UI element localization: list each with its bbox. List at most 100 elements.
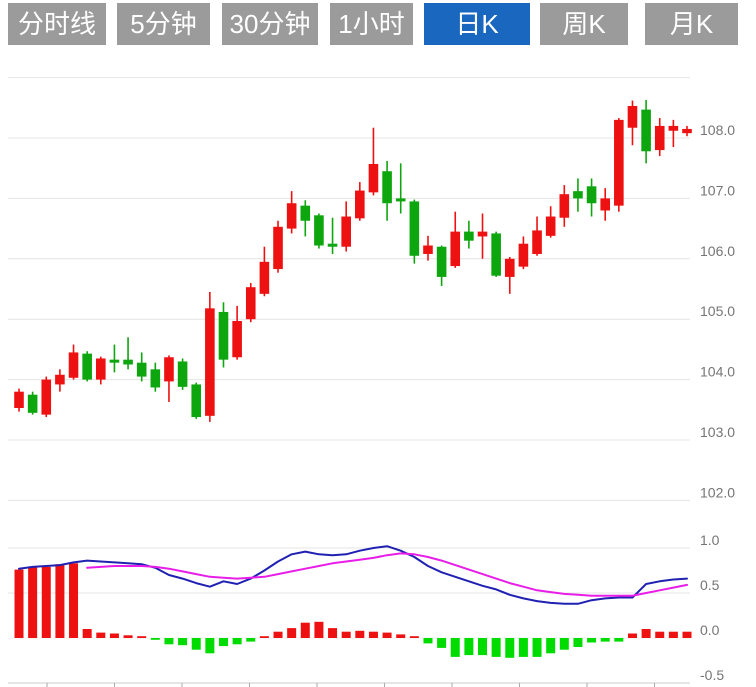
candle-body xyxy=(382,171,392,204)
price-axis-label: 106.0 xyxy=(700,243,735,259)
candle-body xyxy=(573,191,583,199)
macd-histogram-bar xyxy=(150,638,160,640)
candle-body xyxy=(327,243,338,247)
macd-histogram-bar xyxy=(655,631,665,638)
candle-body xyxy=(477,231,488,237)
macd-chart[interactable]: 1.0 0.5 0.0 -0.5 xyxy=(8,532,724,687)
macd-histogram-bar xyxy=(450,638,460,657)
macd-axis-label: 1.0 xyxy=(700,532,720,548)
candle-body xyxy=(341,216,351,247)
macd-histogram-bar xyxy=(423,638,433,644)
macd-histogram-bar xyxy=(287,628,297,638)
candle-body xyxy=(668,125,679,131)
macd-histogram-bar xyxy=(300,622,310,638)
dif-line xyxy=(18,545,688,605)
candle-body xyxy=(300,205,311,221)
macd-histogram-bar xyxy=(28,566,38,638)
macd-histogram-bar xyxy=(164,638,174,645)
macd-histogram-bar xyxy=(341,631,351,638)
macd-histogram-bar xyxy=(96,632,106,638)
candle-body xyxy=(136,362,147,377)
price-axis-label: 102.0 xyxy=(700,484,735,500)
candle-body xyxy=(682,128,692,134)
price-axis-label: 107.0 xyxy=(700,182,735,198)
macd-histogram-bar xyxy=(518,638,528,657)
period-tab-bar: 分时线 5分钟 30分钟 1小时 日K 周K 月K xyxy=(0,0,756,50)
macd-histogram-bar xyxy=(259,636,269,638)
macd-histogram-bar xyxy=(437,638,447,648)
candle-body xyxy=(273,226,283,270)
macd-histogram-bar xyxy=(600,638,610,642)
candle-body xyxy=(205,308,215,416)
macd-histogram-bar xyxy=(382,632,392,638)
candle-body xyxy=(286,203,297,229)
macd-histogram-bar xyxy=(82,629,92,638)
candle-body xyxy=(423,245,433,254)
macd-histogram-bar xyxy=(218,638,228,647)
macd-histogram-bar xyxy=(546,638,556,654)
candle-body xyxy=(150,369,161,388)
tab-分时线[interactable]: 分时线 xyxy=(8,3,106,45)
candle-body xyxy=(627,105,638,128)
price-axis-label: 103.0 xyxy=(700,424,735,440)
macd-histogram-bar xyxy=(478,638,488,656)
macd-histogram-bar xyxy=(532,638,542,657)
macd-histogram-bar xyxy=(368,631,378,638)
price-axis-label: 108.0 xyxy=(700,122,735,138)
macd-histogram-bar xyxy=(627,633,637,638)
candle-body xyxy=(518,243,529,267)
macd-histogram-bar xyxy=(314,621,324,638)
tab-周K[interactable]: 周K xyxy=(540,3,628,45)
macd-histogram-bar xyxy=(641,629,651,638)
candle-body xyxy=(491,233,501,276)
candle-body xyxy=(82,353,92,380)
candle-body xyxy=(654,125,665,151)
macd-histogram-bar xyxy=(409,636,419,638)
macd-histogram-bar xyxy=(273,631,283,638)
tab-月K[interactable]: 月K xyxy=(645,3,738,45)
candle-body xyxy=(586,186,597,204)
candle-body xyxy=(55,374,65,385)
candle-body xyxy=(109,359,120,363)
macd-histogram-bar xyxy=(41,566,51,638)
candle-body xyxy=(27,394,38,413)
macd-histogram-bar xyxy=(396,634,406,638)
price-axis-label: 105.0 xyxy=(700,303,735,319)
macd-histogram-bar xyxy=(137,636,147,638)
macd-histogram-bar xyxy=(614,638,624,642)
macd-histogram-bar xyxy=(232,638,242,645)
macd-histogram-bar xyxy=(464,638,474,656)
macd-axis-label: 0.0 xyxy=(700,622,720,638)
candle-body xyxy=(232,321,242,358)
candle-body xyxy=(123,359,133,365)
candle-body xyxy=(177,361,188,387)
candle-body xyxy=(395,198,406,202)
candle-body xyxy=(191,384,202,418)
candle-body xyxy=(164,357,174,382)
candle-body xyxy=(545,216,556,236)
macd-histogram-bar xyxy=(178,638,188,646)
candle-body xyxy=(368,163,379,193)
candle-body xyxy=(559,194,570,218)
candle-body xyxy=(436,246,447,277)
candle-body xyxy=(464,231,474,241)
price-chart[interactable]: 108.0 107.0 106.0 105.0 104.0 103.0 102.0 xyxy=(8,77,735,501)
candle-body xyxy=(355,190,365,219)
candle-body xyxy=(314,215,324,246)
macd-histogram-bar xyxy=(505,638,515,658)
candle-body xyxy=(614,119,624,206)
tab-30分钟[interactable]: 30分钟 xyxy=(222,3,318,45)
macd-histogram-bar xyxy=(14,569,24,638)
tab-1小时[interactable]: 1小时 xyxy=(330,3,413,45)
tab-日K[interactable]: 日K xyxy=(424,3,530,45)
price-axis-label: 104.0 xyxy=(700,364,735,380)
dea-line xyxy=(86,552,688,597)
candle-body xyxy=(259,261,270,294)
macd-histogram-bar xyxy=(587,638,597,643)
macd-histogram-bar xyxy=(559,638,569,650)
macd-histogram-bar xyxy=(668,631,678,638)
tab-5分钟[interactable]: 5分钟 xyxy=(117,3,210,45)
macd-histogram-bar xyxy=(205,638,215,654)
candle-body xyxy=(41,379,52,415)
